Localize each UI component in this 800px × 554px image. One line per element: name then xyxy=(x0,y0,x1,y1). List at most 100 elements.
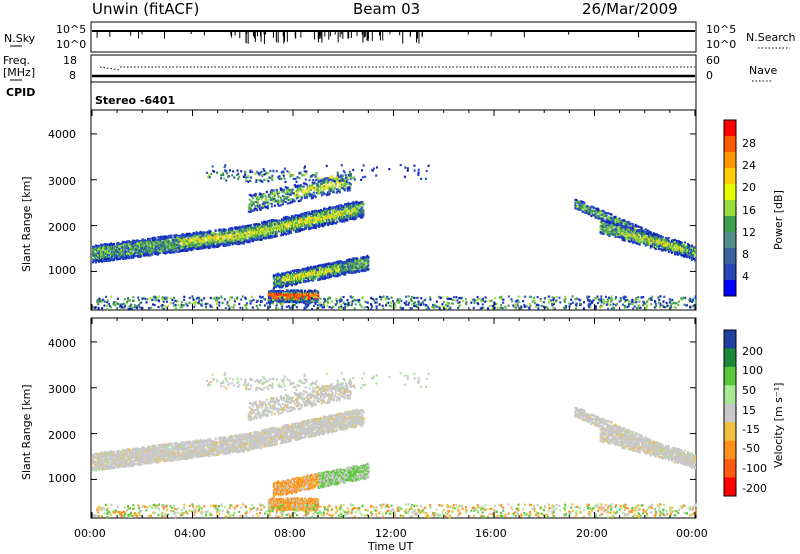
power-pixel xyxy=(201,237,204,240)
power-pixel xyxy=(329,222,332,225)
power-pixel xyxy=(272,196,275,199)
power-pixel xyxy=(138,255,141,258)
power-pixel xyxy=(168,242,171,245)
power-pixel xyxy=(280,219,283,222)
power-pixel xyxy=(287,222,290,225)
power-pixel xyxy=(233,235,236,238)
power-pixel xyxy=(148,248,151,252)
power-pixel xyxy=(218,243,221,246)
power-pixel xyxy=(331,209,334,212)
power-pixel xyxy=(258,234,261,237)
power-pixel xyxy=(264,237,267,240)
power-pixel xyxy=(231,228,234,231)
power-pixel xyxy=(329,206,332,209)
power-pixel xyxy=(330,179,333,183)
power-pixel xyxy=(192,239,195,242)
power-pixel xyxy=(293,217,295,220)
power-pixel xyxy=(125,245,128,248)
power-pixel xyxy=(240,226,243,229)
power-pixel xyxy=(147,240,150,244)
power-pixel xyxy=(314,195,317,199)
power-pixel xyxy=(304,194,307,197)
power-pixel xyxy=(140,252,143,255)
power-pixel xyxy=(153,242,156,245)
power-pixel xyxy=(218,238,221,241)
power-pixel xyxy=(307,190,310,193)
power-pixel xyxy=(170,247,173,250)
power-pixel xyxy=(348,203,351,206)
power-pixel xyxy=(219,234,222,237)
power-pixel xyxy=(147,248,150,252)
power-pixel xyxy=(256,232,259,235)
power-pixel xyxy=(346,189,349,192)
power-pixel xyxy=(248,206,251,209)
power-pixel xyxy=(149,254,152,257)
power-pixel xyxy=(281,199,284,202)
power-pixel xyxy=(230,235,233,238)
power-pixel xyxy=(146,244,149,248)
power-pixel xyxy=(92,259,94,262)
power-pixel xyxy=(201,246,204,249)
power-pixel xyxy=(256,196,259,199)
power-pixel xyxy=(146,246,149,249)
power-pixel xyxy=(105,245,108,249)
power-pixel xyxy=(199,245,202,248)
power-pixel xyxy=(260,225,263,228)
power-pixel xyxy=(275,227,278,230)
power-pixel xyxy=(109,246,112,249)
power-pixel xyxy=(145,249,148,253)
power-pixel xyxy=(105,259,108,263)
power-pixel xyxy=(342,205,345,208)
power-pixel xyxy=(246,226,249,229)
power-pixel xyxy=(249,226,252,229)
power-pixel xyxy=(337,208,340,212)
power-pixel xyxy=(143,248,146,251)
power-pixel xyxy=(136,245,139,248)
power-pixel xyxy=(264,222,267,226)
power-pixel xyxy=(323,213,326,216)
power-pixel xyxy=(266,223,269,226)
power-pixel xyxy=(284,185,287,189)
power-pixel xyxy=(209,241,212,244)
power-pixel xyxy=(328,222,331,225)
power-pixel xyxy=(346,209,349,212)
power-pixel xyxy=(216,245,219,249)
power-pixel xyxy=(362,203,365,206)
power-pixel xyxy=(224,239,227,242)
power-pixel xyxy=(328,215,331,218)
power-pixel xyxy=(293,216,295,219)
power-pixel xyxy=(110,247,113,250)
power-pixel xyxy=(165,240,168,244)
power-pixel xyxy=(309,221,312,224)
power-pixel xyxy=(284,226,287,229)
power-pixel xyxy=(176,239,179,242)
power-pixel xyxy=(286,228,289,231)
power-pixel xyxy=(241,240,244,244)
power-pixel xyxy=(163,243,166,246)
power-pixel xyxy=(166,251,169,254)
power-pixel xyxy=(310,184,313,187)
power-pixel xyxy=(270,218,273,222)
power-pixel xyxy=(336,188,339,191)
power-pixel xyxy=(189,241,192,244)
power-pixel xyxy=(285,187,288,190)
power-pixel xyxy=(339,180,342,183)
power-pixel xyxy=(240,235,243,238)
power-pixel xyxy=(252,201,255,204)
power-pixel xyxy=(119,243,122,246)
power-pixel xyxy=(251,235,254,238)
power-pixel xyxy=(307,216,310,219)
power-pixel xyxy=(115,253,118,257)
power-pixel xyxy=(250,237,253,241)
power-pixel xyxy=(157,251,160,255)
power-pixel xyxy=(281,221,284,224)
power-pixel xyxy=(277,195,280,198)
power-pixel xyxy=(111,245,114,249)
power-pixel xyxy=(100,243,103,246)
power-pixel xyxy=(335,213,338,216)
power-pixel xyxy=(166,243,169,246)
power-pixel xyxy=(320,224,323,227)
power-pixel xyxy=(167,248,170,251)
power-pixel xyxy=(152,248,155,251)
power-pixel xyxy=(282,200,285,203)
